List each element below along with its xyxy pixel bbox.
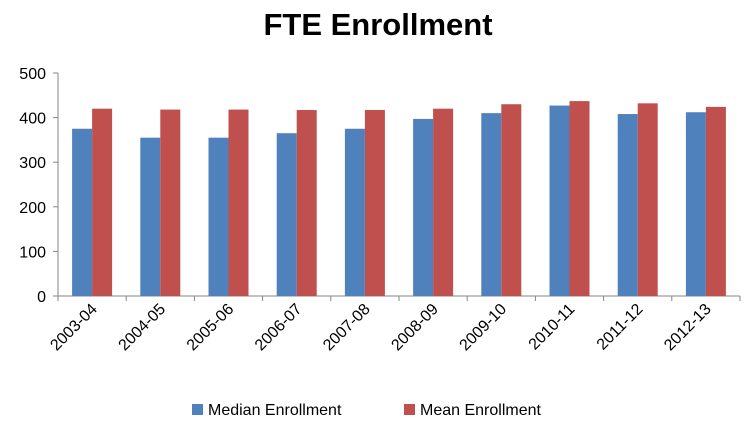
bar-mean-enrollment-2007-08 bbox=[364, 110, 385, 296]
bars bbox=[72, 101, 726, 297]
legend-label-mean-enrollment: Mean Enrollment bbox=[420, 402, 542, 419]
x-tick-label-2006-07: 2006-07 bbox=[252, 301, 306, 355]
legend: Median Enrollment Mean Enrollment bbox=[192, 402, 542, 419]
bar-median-enrollment-2003-04 bbox=[72, 128, 93, 296]
y-axis: 0 100 200 300 400 500 bbox=[19, 66, 59, 306]
bar-mean-enrollment-2006-07 bbox=[296, 110, 317, 296]
bar-median-enrollment-2006-07 bbox=[276, 133, 297, 296]
x-tick-label-2012-13: 2012-13 bbox=[661, 301, 715, 355]
x-tick-label-2010-11: 2010-11 bbox=[526, 301, 579, 354]
bar-median-enrollment-2009-10 bbox=[481, 113, 502, 296]
bar-median-enrollment-2008-09 bbox=[413, 118, 434, 296]
y-tick-label-300: 300 bbox=[19, 155, 46, 172]
bar-mean-enrollment-2004-05 bbox=[160, 109, 181, 297]
x-tick-label-2007-08: 2007-08 bbox=[320, 301, 374, 355]
x-tick-label-2003-04: 2003-04 bbox=[47, 301, 101, 355]
bar-mean-enrollment-2005-06 bbox=[228, 109, 249, 297]
legend-swatch-median-enrollment bbox=[192, 404, 203, 415]
y-tick-label-100: 100 bbox=[19, 244, 46, 261]
bar-mean-enrollment-2012-13 bbox=[705, 106, 726, 297]
y-tick-label-500: 500 bbox=[19, 66, 46, 83]
bar-median-enrollment-2007-08 bbox=[344, 128, 365, 296]
x-tick-label-2008-09: 2008-09 bbox=[388, 301, 442, 355]
x-tick-label-2011-12: 2011-12 bbox=[594, 301, 647, 354]
legend-label-median-enrollment: Median Enrollment bbox=[208, 402, 342, 419]
x-tick-label-2004-05: 2004-05 bbox=[116, 301, 170, 355]
bar-median-enrollment-2005-06 bbox=[208, 137, 229, 296]
y-tick-label-200: 200 bbox=[19, 200, 46, 217]
y-tick-label-0: 0 bbox=[37, 289, 46, 306]
bar-mean-enrollment-2009-10 bbox=[501, 104, 522, 296]
x-axis: 2003-04 2004-05 2005-06 2006-07 2007-08 2008-… bbox=[47, 295, 741, 355]
bar-median-enrollment-2011-12 bbox=[617, 114, 638, 296]
bar-mean-enrollment-2008-09 bbox=[433, 108, 454, 297]
y-tick-label-400: 400 bbox=[19, 111, 46, 128]
legend-swatch-mean-enrollment bbox=[404, 404, 415, 415]
x-tick-label-2009-10: 2009-10 bbox=[457, 301, 511, 355]
bar-mean-enrollment-2011-12 bbox=[637, 103, 658, 296]
bar-median-enrollment-2004-05 bbox=[140, 137, 161, 296]
bar-median-enrollment-2010-11 bbox=[549, 105, 570, 296]
chart-title: FTE Enrollment bbox=[263, 7, 492, 42]
bar-mean-enrollment-2003-04 bbox=[92, 108, 113, 297]
bar-mean-enrollment-2010-11 bbox=[569, 101, 590, 297]
x-tick-label-2005-06: 2005-06 bbox=[184, 301, 238, 355]
bar-median-enrollment-2012-13 bbox=[685, 112, 706, 296]
